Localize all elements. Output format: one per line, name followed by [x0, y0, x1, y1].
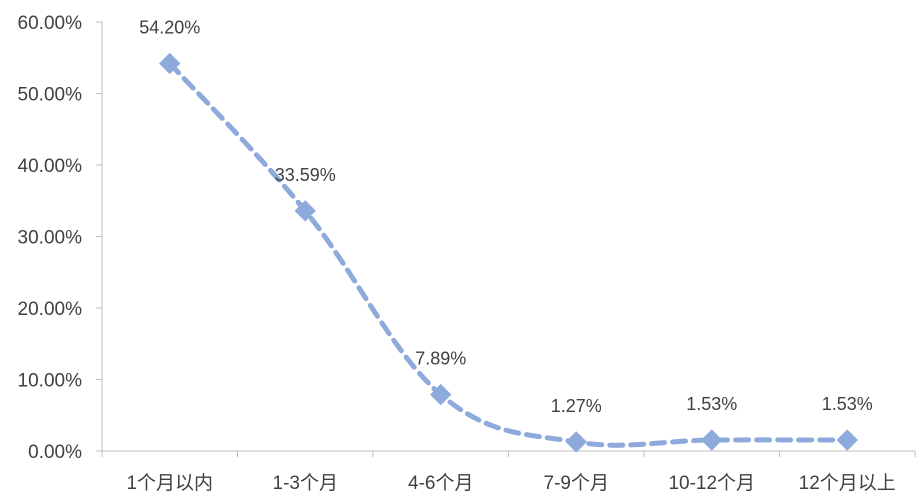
x-tick-label: 4-6个月 [408, 472, 473, 493]
x-tick-labels: 1个月以内 1-3个月 4-6个月 7-9个月 10-12个月 12个月以上 [126, 472, 895, 493]
data-labels: 54.20% 33.59% 7.89% 1.27% 1.53% 1.53% [139, 17, 873, 415]
y-tick-label: 40.00% [18, 156, 83, 177]
axes [96, 21, 916, 457]
x-tick-label: 12个月以上 [799, 472, 896, 493]
data-point-marker [565, 431, 587, 453]
x-tick-label: 1个月以内 [126, 472, 213, 493]
data-point-marker [701, 429, 723, 451]
data-point-marker [836, 429, 858, 451]
x-tick-label: 10-12个月 [668, 472, 755, 493]
y-tick-labels: 0.00% 10.00% 20.00% 30.00% 40.00% 50.00% 60.00… [18, 13, 83, 463]
y-tick-label: 10.00% [18, 371, 83, 392]
data-label: 1.53% [822, 394, 873, 414]
y-tick-label: 20.00% [18, 299, 83, 320]
series-markers [159, 52, 858, 453]
data-point-marker [294, 200, 316, 222]
data-point-marker [159, 52, 181, 75]
data-label: 54.20% [139, 17, 200, 37]
y-tick-label: 60.00% [18, 13, 83, 34]
series-line [167, 60, 850, 448]
data-label: 1.53% [686, 394, 737, 414]
data-label: 33.59% [275, 165, 336, 185]
data-point-marker [430, 383, 452, 406]
y-tick-label: 30.00% [18, 228, 83, 249]
series-line-layer [167, 60, 850, 448]
x-tick-label: 7-9个月 [544, 472, 609, 493]
data-label: 1.27% [551, 396, 602, 416]
data-label: 7.89% [415, 349, 466, 369]
y-tick-label: 50.00% [18, 85, 83, 106]
x-tick-label: 1-3个月 [273, 472, 338, 493]
y-tick-label: 0.00% [28, 442, 82, 463]
